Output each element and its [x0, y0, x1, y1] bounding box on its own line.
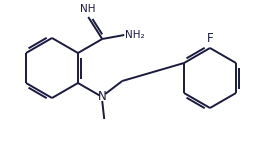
- Text: N: N: [98, 90, 107, 104]
- Text: NH: NH: [80, 4, 96, 14]
- Text: NH₂: NH₂: [125, 30, 145, 40]
- Text: F: F: [207, 32, 213, 45]
